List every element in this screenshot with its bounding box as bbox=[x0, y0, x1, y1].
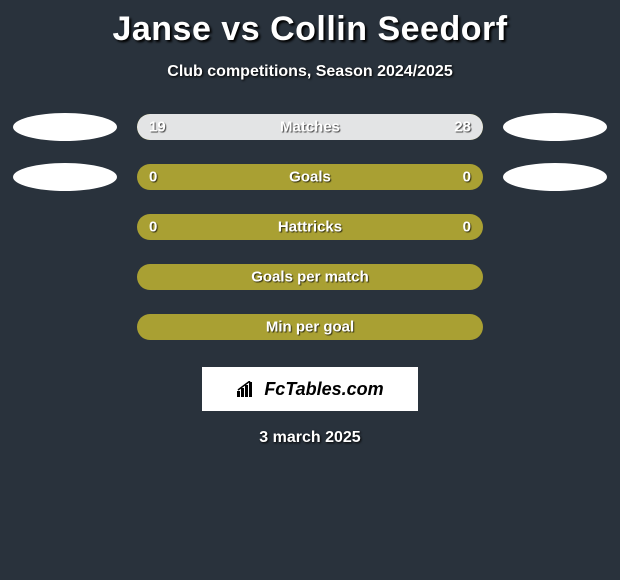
player1-shape bbox=[13, 163, 117, 191]
player2-shape bbox=[503, 113, 607, 141]
stat-row: 0 Goals 0 bbox=[0, 163, 620, 191]
watermark-text: FcTables.com bbox=[264, 379, 383, 400]
stat-left-value: 0 bbox=[149, 219, 157, 236]
player2-shape bbox=[503, 163, 607, 191]
footer-date: 3 march 2025 bbox=[0, 429, 620, 447]
stat-bar: Min per goal bbox=[137, 314, 483, 340]
chart-icon bbox=[236, 381, 258, 397]
stat-label: Hattricks bbox=[278, 219, 342, 236]
player1-shape bbox=[13, 113, 117, 141]
stat-bar: 0 Hattricks 0 bbox=[137, 214, 483, 240]
stat-label: Goals bbox=[289, 169, 331, 186]
stat-label: Goals per match bbox=[251, 269, 369, 286]
stat-left-value: 19 bbox=[149, 119, 166, 136]
stat-left-value: 0 bbox=[149, 169, 157, 186]
stat-bar: 0 Goals 0 bbox=[137, 164, 483, 190]
stat-right-value: 0 bbox=[463, 169, 471, 186]
watermark: FcTables.com bbox=[202, 367, 418, 411]
stat-row: 19 Matches 28 bbox=[0, 113, 620, 141]
stat-row: Min per goal bbox=[0, 313, 620, 341]
page-subtitle: Club competitions, Season 2024/2025 bbox=[0, 63, 620, 81]
stat-right-value: 28 bbox=[454, 119, 471, 136]
stat-row: Goals per match bbox=[0, 263, 620, 291]
page-title: Janse vs Collin Seedorf bbox=[0, 0, 620, 49]
stat-label: Min per goal bbox=[266, 319, 354, 336]
stat-bar: Goals per match bbox=[137, 264, 483, 290]
stat-row: 0 Hattricks 0 bbox=[0, 213, 620, 241]
stat-label: Matches bbox=[280, 119, 340, 136]
stat-bar: 19 Matches 28 bbox=[137, 114, 483, 140]
stat-right-value: 0 bbox=[463, 219, 471, 236]
